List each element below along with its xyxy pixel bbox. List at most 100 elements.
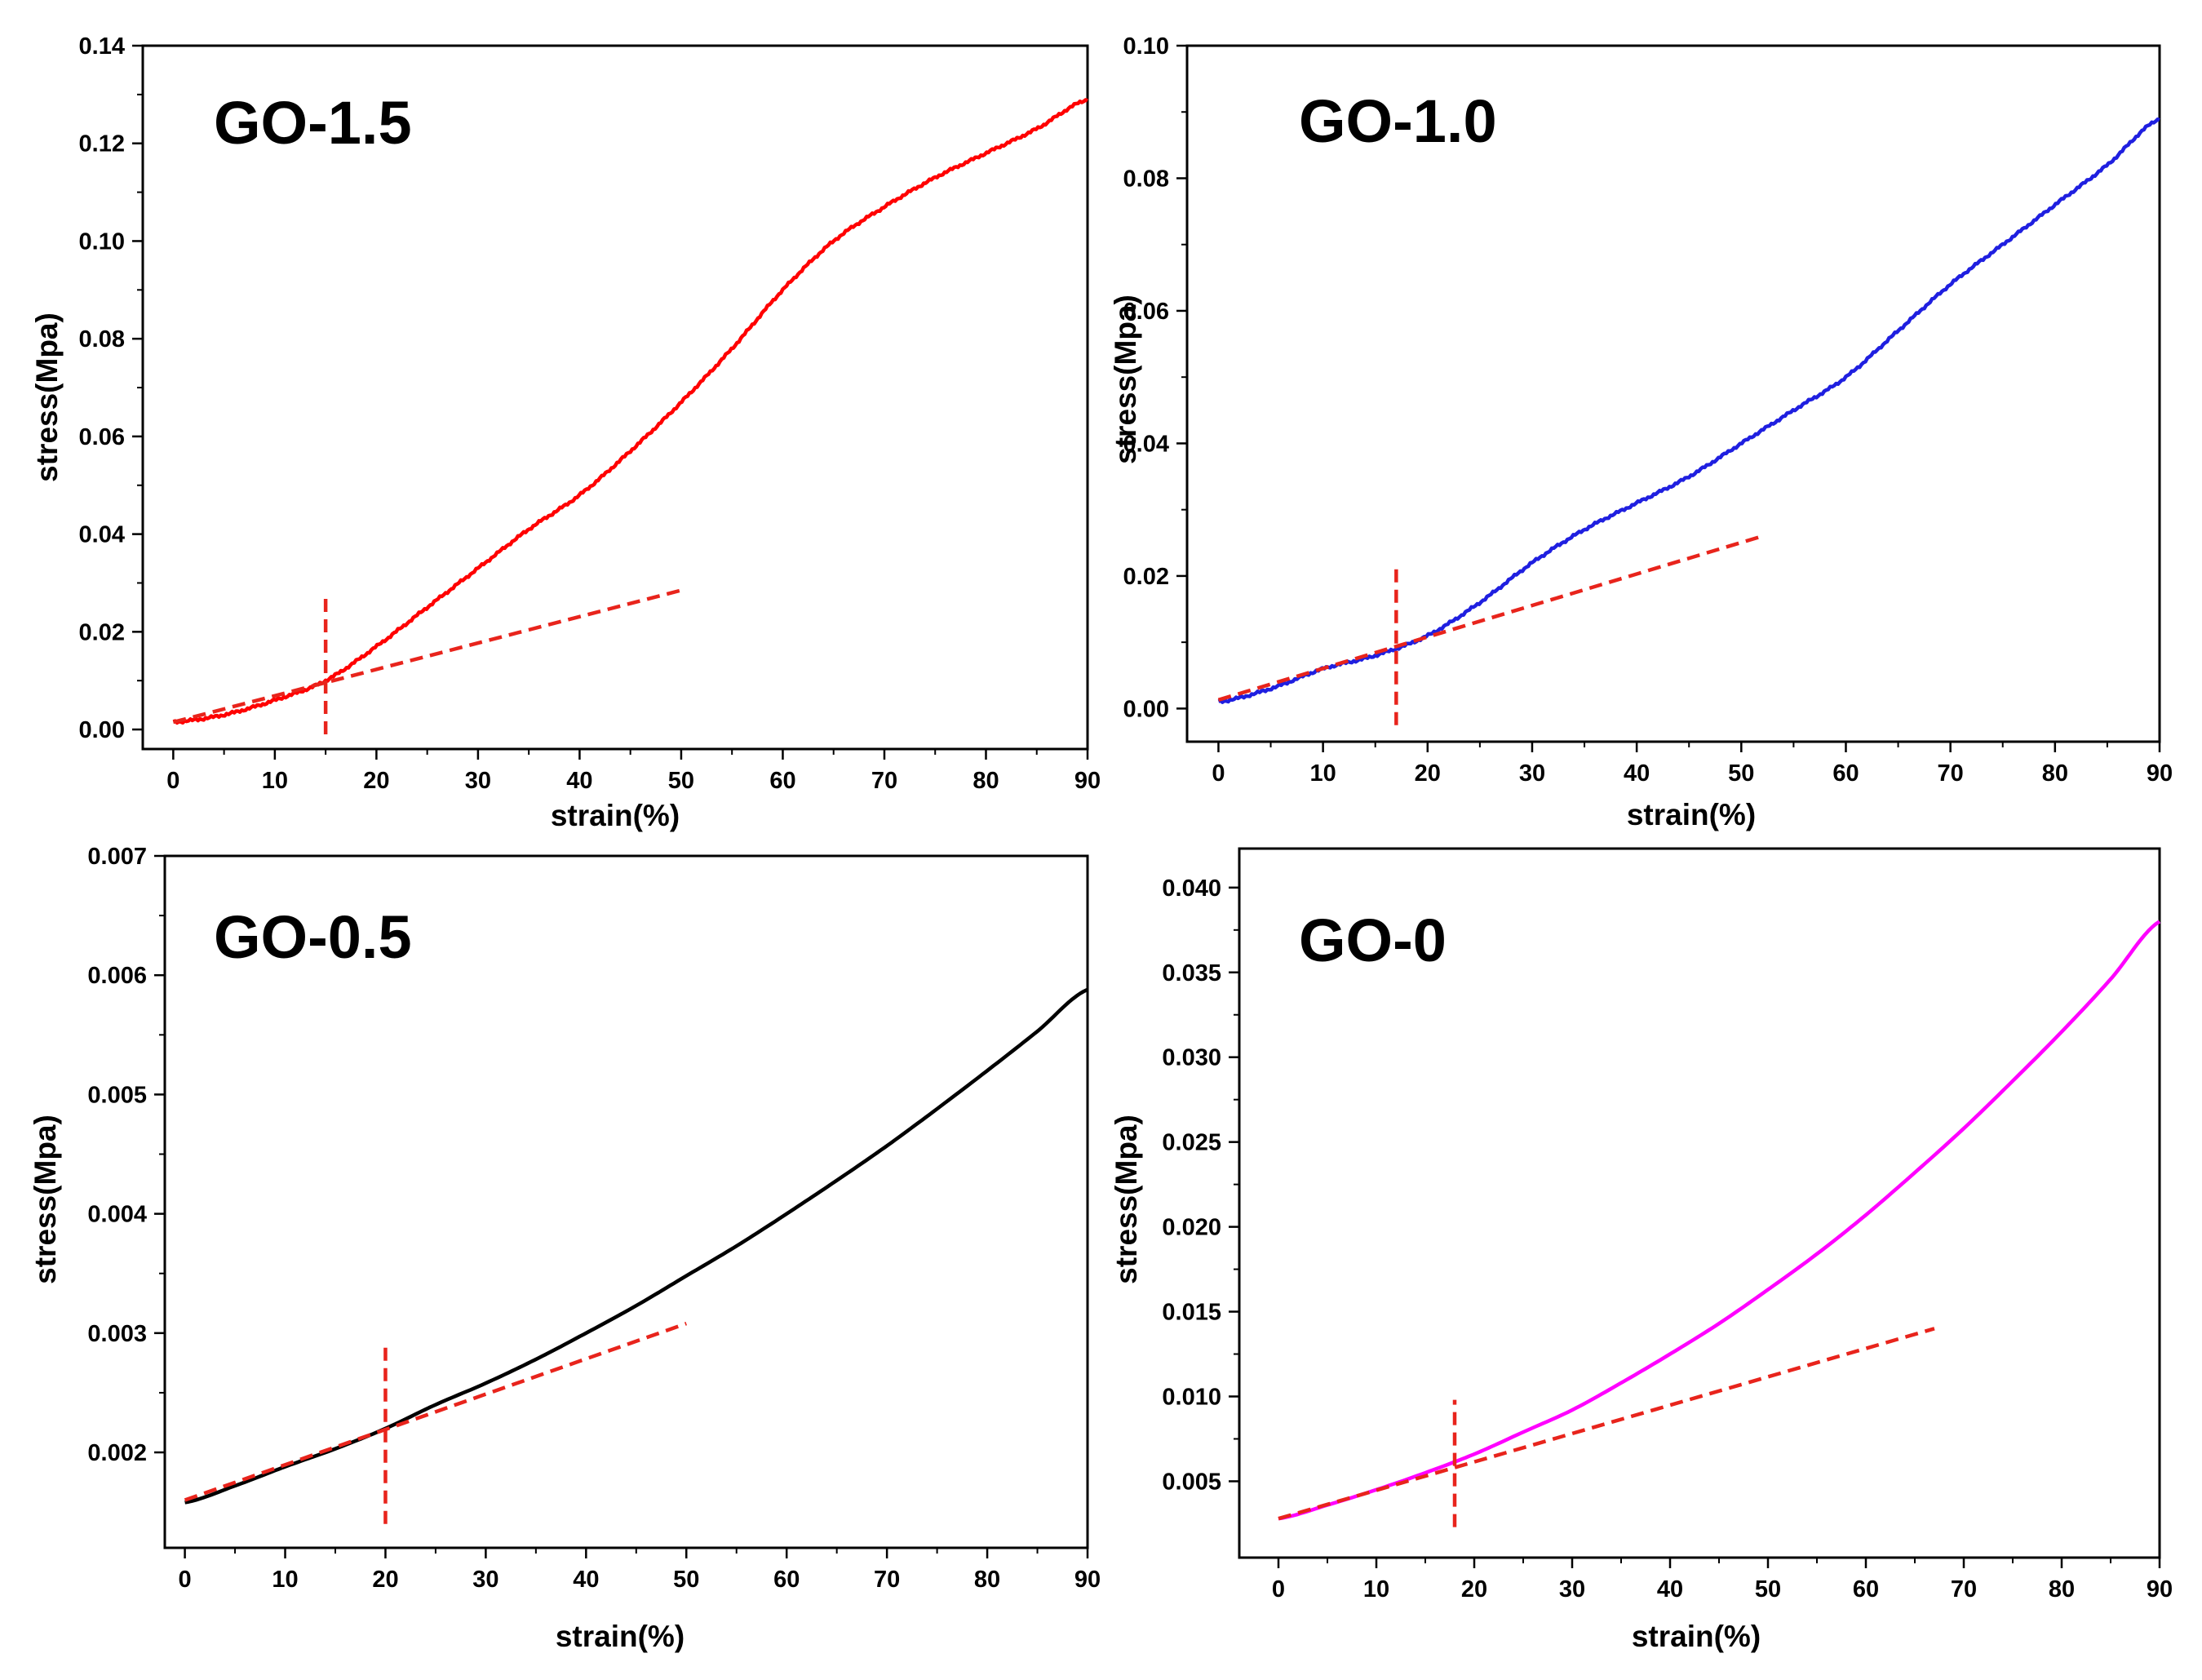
x-tick-label: 80 (973, 768, 999, 794)
y-tick-label: 0.10 (1123, 33, 1169, 60)
y-tick-label: 0.020 (1162, 1215, 1221, 1241)
x-tick-label: 70 (1951, 1576, 1977, 1602)
x-tick-label: 20 (1415, 760, 1441, 787)
y-tick-label: 0.007 (87, 844, 147, 870)
x-tick-label: 60 (1853, 1576, 1879, 1602)
x-axis-title: strain(%) (1632, 1620, 1761, 1653)
x-tick-label: 70 (1938, 760, 1964, 787)
x-tick-label: 50 (673, 1567, 699, 1593)
x-tick-label: 20 (1461, 1576, 1487, 1602)
x-tick-label: 0 (1212, 760, 1225, 787)
y-tick-label: 0.035 (1162, 960, 1221, 986)
x-tick-label: 10 (262, 768, 288, 794)
panel-label: GO-1.0 (1299, 87, 1497, 155)
y-tick-label: 0.030 (1162, 1045, 1221, 1071)
x-axis-title: strain(%) (1627, 798, 1756, 831)
panel-label: GO-1.5 (214, 89, 412, 157)
tangent-line (1278, 1327, 1935, 1521)
y-tick-label: 0.02 (1123, 564, 1169, 590)
panel-go-0-5: 0 10 20 30 40 50 60 70 80 90 0.002 0.003 0.004 0.005 0… (29, 844, 1101, 1653)
x-tick-label: 90 (2147, 1576, 2173, 1602)
y-tick-label: 0.005 (1162, 1469, 1221, 1495)
chart-marks: 0 10 20 30 40 50 60 70 80 90 0.002 0.003 0.004 0.005 0… (87, 844, 1101, 1593)
x-tick-label: 90 (1074, 1567, 1101, 1593)
y-tick-label: 0.08 (1123, 166, 1169, 192)
x-tick-label: 40 (573, 1567, 599, 1593)
x-tick-label: 70 (874, 1567, 900, 1593)
x-tick-label: 40 (1657, 1576, 1683, 1602)
x-tick-label: 10 (272, 1567, 298, 1593)
plot-frame (163, 854, 1089, 1549)
y-tick-label: 0.06 (79, 424, 125, 450)
y-axis-title: stress(Mpa) (1110, 1115, 1143, 1284)
tangent-line (184, 1322, 688, 1502)
x-tick-label: 50 (1755, 1576, 1781, 1602)
x-tick-label: 60 (1832, 760, 1859, 787)
y-tick-label: 0.00 (1123, 696, 1169, 722)
plot-frame (141, 44, 1089, 751)
y-tick-label: 0.025 (1162, 1130, 1221, 1156)
chart-marks: 0 10 20 30 40 50 60 70 80 90 0.00 0.02 0.04 0.06 0.08 0… (1123, 33, 2173, 787)
y-tick-label: 0.002 (87, 1440, 147, 1466)
plot-frame (1185, 44, 2161, 743)
y-tick-label: 0.06 (1123, 299, 1169, 325)
y-tick-label: 0.003 (87, 1321, 147, 1347)
y-tick-label: 0.010 (1162, 1385, 1221, 1411)
chart-marks: 0 10 20 30 40 50 60 70 80 90 0.005 0.010 0.015 0.020 0… (1162, 875, 2173, 1602)
y-tick-label: 0.14 (79, 33, 125, 60)
plot-frame (1238, 847, 2161, 1559)
series-line (172, 98, 1088, 725)
panel-go-0: 0 10 20 30 40 50 60 70 80 90 0.005 0.010 0.015 0.020 0… (1110, 847, 2173, 1653)
y-tick-label: 0.005 (87, 1082, 147, 1108)
series-line (1217, 117, 2160, 704)
x-tick-label: 0 (1272, 1576, 1285, 1602)
x-tick-label: 60 (773, 1567, 800, 1593)
series-line (184, 987, 1088, 1505)
series-line (1278, 920, 2161, 1521)
panel-go-1-0: 0 10 20 30 40 50 60 70 80 90 0.00 0.02 0.04 0.06 0.08 0… (1109, 33, 2173, 831)
x-tick-label: 90 (2147, 760, 2173, 787)
x-tick-label: 0 (166, 768, 179, 794)
y-tick-label: 0.10 (79, 228, 125, 255)
y-tick-label: 0.02 (79, 619, 125, 645)
y-tick-label: 0.006 (87, 963, 147, 989)
x-tick-label: 50 (1728, 760, 1754, 787)
x-tick-label: 10 (1309, 760, 1336, 787)
tangent-line (1217, 534, 1763, 702)
x-tick-label: 30 (472, 1567, 498, 1593)
x-tick-label: 90 (1074, 768, 1101, 794)
panel-label: GO-0 (1299, 906, 1447, 974)
y-axis-title: stress(Mpa) (29, 1115, 62, 1284)
x-tick-label: 60 (769, 768, 795, 794)
panel-go-1-5: 0 10 20 30 40 50 60 70 80 90 0.00 0.02 0.04 0.06 0.08 0… (30, 33, 1101, 832)
x-tick-label: 80 (2042, 760, 2068, 787)
x-tick-label: 30 (465, 768, 491, 794)
y-tick-label: 0.004 (87, 1202, 147, 1228)
x-axis-title: strain(%) (556, 1620, 685, 1653)
panel-label: GO-0.5 (214, 903, 412, 971)
x-tick-label: 20 (372, 1567, 398, 1593)
x-tick-label: 80 (974, 1567, 1000, 1593)
x-tick-label: 20 (363, 768, 389, 794)
y-tick-label: 0.08 (79, 326, 125, 352)
x-tick-label: 40 (1624, 760, 1650, 787)
y-tick-label: 0.12 (79, 131, 125, 157)
x-tick-label: 0 (179, 1567, 192, 1593)
y-tick-label: 0.040 (1162, 875, 1221, 902)
x-axis-title: strain(%) (551, 799, 680, 832)
x-tick-label: 10 (1363, 1576, 1389, 1602)
y-tick-label: 0.04 (79, 522, 125, 548)
x-tick-label: 30 (1559, 1576, 1585, 1602)
y-tick-label: 0.00 (79, 717, 125, 743)
x-tick-label: 80 (2049, 1576, 2075, 1602)
x-tick-label: 40 (566, 768, 592, 794)
y-tick-label: 0.04 (1123, 431, 1169, 457)
x-tick-label: 70 (871, 768, 897, 794)
y-tick-label: 0.015 (1162, 1300, 1221, 1326)
tangent-line (172, 588, 682, 725)
y-axis-title: stress(Mpa) (1109, 295, 1142, 464)
x-tick-label: 50 (668, 768, 694, 794)
y-axis-title: stress(Mpa) (30, 313, 64, 482)
